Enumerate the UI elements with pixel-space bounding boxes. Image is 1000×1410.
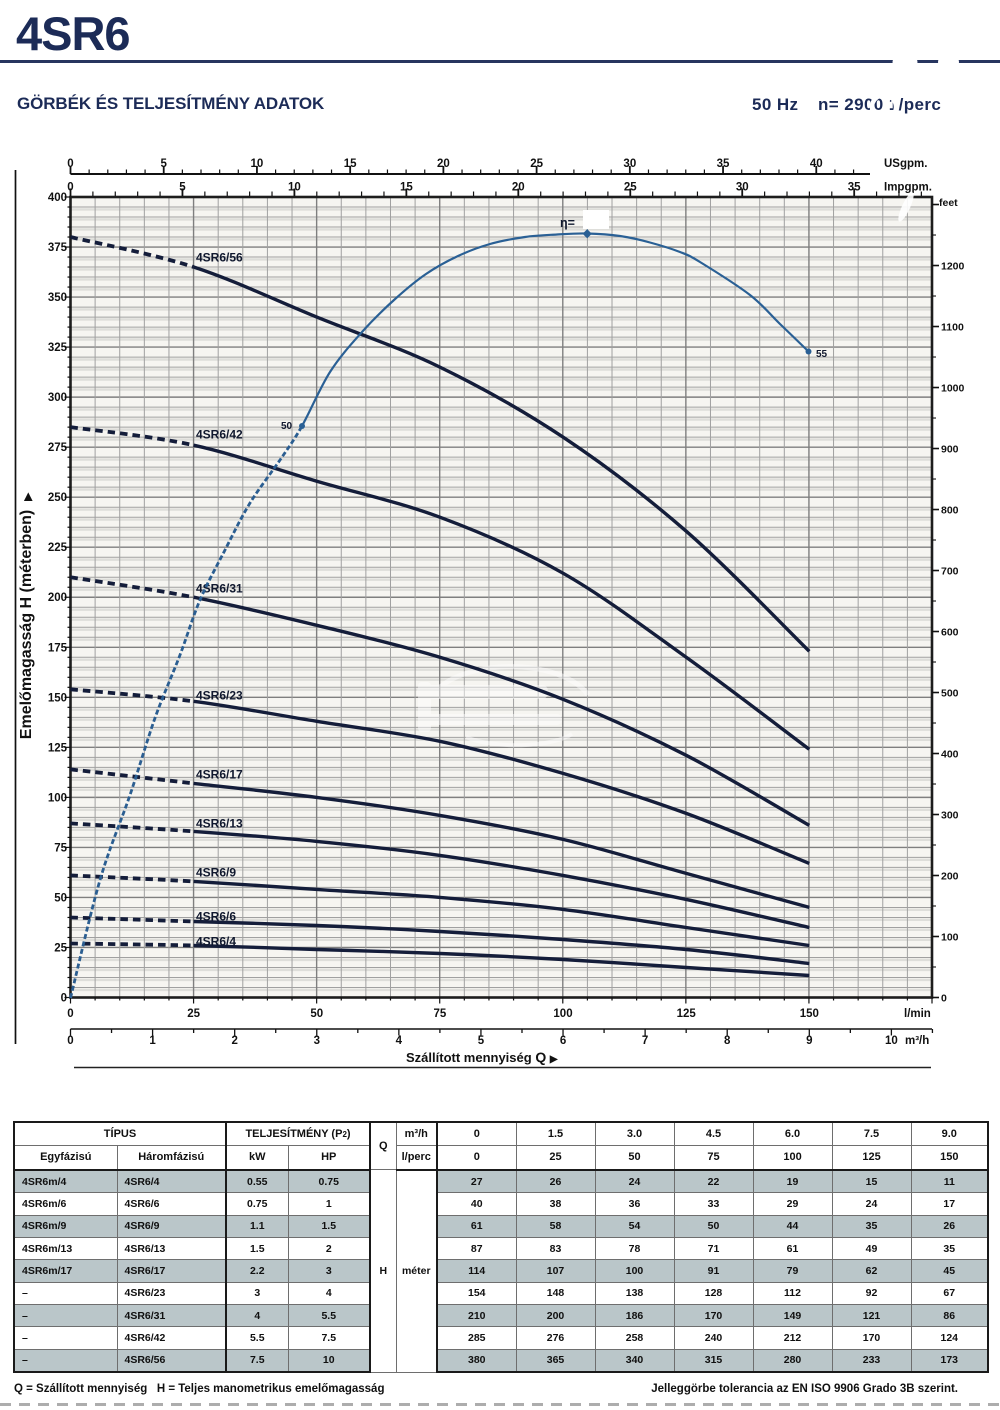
svg-text:100: 100 <box>48 792 67 804</box>
svg-text:125: 125 <box>48 742 68 754</box>
svg-text:325: 325 <box>48 342 68 354</box>
svg-text:300: 300 <box>941 810 959 822</box>
svg-text:125: 125 <box>677 1008 697 1020</box>
svg-text:5: 5 <box>478 1035 485 1047</box>
svg-text:700: 700 <box>941 566 959 578</box>
svg-text:l/min: l/min <box>904 1008 931 1020</box>
svg-text:η=: η= <box>560 216 575 230</box>
svg-text:4SR6/9: 4SR6/9 <box>196 866 236 880</box>
svg-text:5: 5 <box>161 158 168 170</box>
svg-text:800: 800 <box>941 505 959 517</box>
svg-text:0: 0 <box>67 1008 73 1020</box>
svg-text:1200: 1200 <box>941 261 965 273</box>
svg-text:4SR6/17: 4SR6/17 <box>196 768 243 782</box>
svg-text:50: 50 <box>281 421 293 432</box>
svg-text:150: 150 <box>800 1008 819 1020</box>
svg-text:0: 0 <box>67 182 73 194</box>
svg-text:Impgpm.: Impgpm. <box>884 182 932 194</box>
svg-text:30: 30 <box>736 182 749 194</box>
svg-text:250: 250 <box>48 492 67 504</box>
svg-text:25: 25 <box>54 943 67 955</box>
svg-text:900: 900 <box>941 444 959 456</box>
svg-text:2: 2 <box>231 1035 237 1047</box>
svg-text:USgpm.: USgpm. <box>884 158 927 170</box>
svg-text:600: 600 <box>941 627 959 639</box>
svg-text:400: 400 <box>48 192 67 204</box>
svg-text:4SR6/23: 4SR6/23 <box>196 689 243 703</box>
svg-text:10: 10 <box>885 1035 898 1047</box>
svg-text:55: 55 <box>816 349 828 360</box>
svg-text:225: 225 <box>48 542 68 554</box>
svg-text:30: 30 <box>623 158 636 170</box>
svg-text:20: 20 <box>437 158 450 170</box>
svg-text:100: 100 <box>941 932 959 944</box>
svg-text:4SR6/56: 4SR6/56 <box>196 251 243 265</box>
svg-text:0: 0 <box>61 993 67 1005</box>
svg-text:3: 3 <box>314 1035 320 1047</box>
svg-text:25: 25 <box>624 182 637 194</box>
svg-text:0: 0 <box>67 1035 73 1047</box>
svg-text:feet: feet <box>939 197 958 209</box>
svg-text:10: 10 <box>288 182 301 194</box>
svg-text:5: 5 <box>179 182 186 194</box>
svg-text:4SR6/42: 4SR6/42 <box>196 428 243 442</box>
svg-text:m³/h: m³/h <box>905 1035 929 1047</box>
svg-text:40: 40 <box>810 158 823 170</box>
svg-text:200: 200 <box>48 592 67 604</box>
svg-text:1100: 1100 <box>941 322 964 334</box>
svg-text:20: 20 <box>512 182 525 194</box>
svg-text:175: 175 <box>48 642 68 654</box>
svg-text:35: 35 <box>848 182 861 194</box>
svg-text:7: 7 <box>642 1035 648 1047</box>
svg-text:50: 50 <box>54 892 67 904</box>
svg-text:Emelőmagasság H (méterben) ▶: Emelőmagasság H (méterben) ▶ <box>18 492 35 739</box>
svg-text:6: 6 <box>560 1035 566 1047</box>
svg-text:15: 15 <box>344 158 357 170</box>
svg-text:15: 15 <box>400 182 413 194</box>
svg-text:75: 75 <box>54 842 67 854</box>
svg-text:150: 150 <box>48 692 67 704</box>
svg-text:4: 4 <box>396 1035 403 1047</box>
svg-text:8: 8 <box>724 1035 731 1047</box>
svg-text:1: 1 <box>149 1035 156 1047</box>
svg-text:50: 50 <box>310 1008 323 1020</box>
svg-text:10: 10 <box>251 158 264 170</box>
svg-text:25: 25 <box>187 1008 200 1020</box>
svg-text:400: 400 <box>941 749 959 761</box>
svg-text:25: 25 <box>530 158 543 170</box>
svg-text:4SR6/4: 4SR6/4 <box>196 935 236 949</box>
svg-text:500: 500 <box>941 688 959 700</box>
svg-text:0: 0 <box>67 158 73 170</box>
svg-text:Szállított mennyiség Q ▶: Szállított mennyiség Q ▶ <box>406 1049 559 1065</box>
svg-text:4SR6/6: 4SR6/6 <box>196 910 236 924</box>
svg-text:9: 9 <box>806 1035 812 1047</box>
svg-text:75: 75 <box>434 1008 447 1020</box>
svg-text:1000: 1000 <box>941 383 965 395</box>
svg-text:200: 200 <box>941 871 959 883</box>
svg-text:375: 375 <box>48 242 68 254</box>
svg-text:35: 35 <box>717 158 730 170</box>
svg-text:300: 300 <box>48 392 67 404</box>
svg-text:4SR6/13: 4SR6/13 <box>196 817 243 831</box>
svg-text:100: 100 <box>553 1008 572 1020</box>
svg-text:0: 0 <box>941 993 947 1005</box>
svg-text:275: 275 <box>48 442 68 454</box>
svg-text:350: 350 <box>48 292 67 304</box>
